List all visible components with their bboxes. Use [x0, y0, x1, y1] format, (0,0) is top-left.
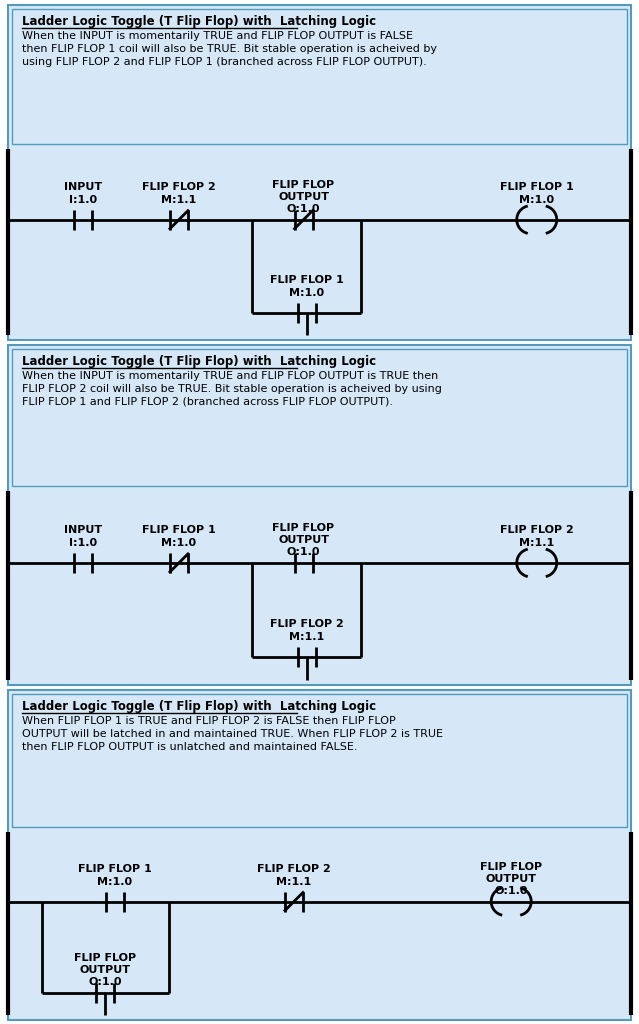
Text: When the INPUT is momentarily TRUE and FLIP FLOP OUTPUT is TRUE then: When the INPUT is momentarily TRUE and F… — [22, 371, 438, 381]
Text: M:1.0: M:1.0 — [520, 195, 554, 205]
Text: I:1.0: I:1.0 — [69, 195, 97, 205]
Text: OUTPUT: OUTPUT — [80, 965, 131, 975]
Text: OUTPUT: OUTPUT — [278, 535, 329, 545]
Bar — [8, 690, 631, 1020]
Text: OUTPUT: OUTPUT — [486, 873, 537, 884]
Bar — [8, 345, 631, 685]
Text: FLIP FLOP 1 and FLIP FLOP 2 (branched across FLIP FLOP OUTPUT).: FLIP FLOP 1 and FLIP FLOP 2 (branched ac… — [22, 397, 393, 407]
Text: O:1.0: O:1.0 — [287, 204, 320, 214]
Text: M:1.1: M:1.1 — [289, 633, 325, 642]
Text: then FLIP FLOP OUTPUT is unlatched and maintained FALSE.: then FLIP FLOP OUTPUT is unlatched and m… — [22, 742, 357, 752]
Text: M:1.0: M:1.0 — [289, 288, 324, 298]
Text: FLIP FLOP 2: FLIP FLOP 2 — [257, 863, 331, 873]
Text: M:1.1: M:1.1 — [161, 195, 197, 205]
Text: Ladder Logic Toggle (T Flip Flop) with  Latching Logic: Ladder Logic Toggle (T Flip Flop) with L… — [22, 355, 376, 368]
Bar — [8, 5, 631, 340]
Text: M:1.1: M:1.1 — [519, 538, 555, 548]
Text: When FLIP FLOP 1 is TRUE and FLIP FLOP 2 is FALSE then FLIP FLOP: When FLIP FLOP 1 is TRUE and FLIP FLOP 2… — [22, 716, 396, 726]
Text: FLIP FLOP: FLIP FLOP — [74, 953, 137, 963]
Text: M:1.1: M:1.1 — [276, 877, 312, 887]
Text: INPUT: INPUT — [64, 525, 102, 535]
Text: FLIP FLOP: FLIP FLOP — [480, 861, 543, 871]
Text: M:1.0: M:1.0 — [162, 538, 196, 548]
Text: FLIP FLOP 1: FLIP FLOP 1 — [78, 863, 152, 873]
Text: then FLIP FLOP 1 coil will also be TRUE. Bit stable operation is acheived by: then FLIP FLOP 1 coil will also be TRUE.… — [22, 44, 437, 54]
Text: I:1.0: I:1.0 — [69, 538, 97, 548]
Text: M:1.0: M:1.0 — [98, 877, 132, 887]
Text: O:1.0: O:1.0 — [89, 977, 122, 987]
Text: FLIP FLOP 2: FLIP FLOP 2 — [142, 181, 216, 191]
Text: FLIP FLOP: FLIP FLOP — [272, 523, 335, 532]
Bar — [12, 349, 627, 486]
Text: OUTPUT: OUTPUT — [278, 191, 329, 202]
Text: FLIP FLOP 1: FLIP FLOP 1 — [142, 525, 216, 535]
Text: FLIP FLOP 2: FLIP FLOP 2 — [270, 620, 344, 630]
Text: FLIP FLOP: FLIP FLOP — [272, 179, 335, 189]
Text: OUTPUT will be latched in and maintained TRUE. When FLIP FLOP 2 is TRUE: OUTPUT will be latched in and maintained… — [22, 729, 443, 739]
Text: FLIP FLOP 1: FLIP FLOP 1 — [500, 181, 574, 191]
Bar — [12, 694, 627, 827]
Text: FLIP FLOP 1: FLIP FLOP 1 — [270, 274, 344, 285]
Text: FLIP FLOP 2 coil will also be TRUE. Bit stable operation is acheived by using: FLIP FLOP 2 coil will also be TRUE. Bit … — [22, 384, 442, 394]
Text: O:1.0: O:1.0 — [495, 886, 528, 896]
Text: Ladder Logic Toggle (T Flip Flop) with  Latching Logic: Ladder Logic Toggle (T Flip Flop) with L… — [22, 700, 376, 713]
Text: INPUT: INPUT — [64, 181, 102, 191]
Text: FLIP FLOP 2: FLIP FLOP 2 — [500, 525, 574, 535]
Text: When the INPUT is momentarily TRUE and FLIP FLOP OUTPUT is FALSE: When the INPUT is momentarily TRUE and F… — [22, 31, 413, 41]
Bar — [12, 9, 627, 144]
Text: using FLIP FLOP 2 and FLIP FLOP 1 (branched across FLIP FLOP OUTPUT).: using FLIP FLOP 2 and FLIP FLOP 1 (branc… — [22, 57, 427, 67]
Text: O:1.0: O:1.0 — [287, 547, 320, 557]
Text: Ladder Logic Toggle (T Flip Flop) with  Latching Logic: Ladder Logic Toggle (T Flip Flop) with L… — [22, 15, 376, 28]
